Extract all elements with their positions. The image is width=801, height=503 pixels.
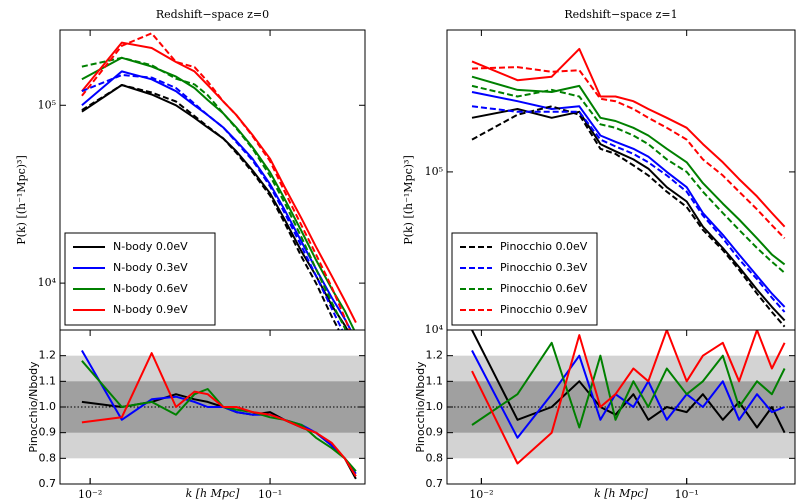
legend-label: Pinocchio 0.3eV xyxy=(500,261,588,274)
y-tick-label: 1.1 xyxy=(426,374,444,387)
chart-title: Redshift−space z=0 xyxy=(156,8,269,21)
y-axis-label: P(k) [(h⁻¹Mpc)³] xyxy=(402,155,415,245)
y-tick-label: 0.9 xyxy=(39,426,57,439)
legend-label: Pinocchio 0.9eV xyxy=(500,303,588,316)
x-tick-label: 10⁻² xyxy=(469,488,493,501)
x-axis-label: k [h Mpc] xyxy=(594,487,649,500)
y-tick-label: 0.9 xyxy=(426,426,444,439)
legend-label: Pinocchio 0.0eV xyxy=(500,240,588,253)
legend-label: N-body 0.9eV xyxy=(113,303,188,316)
panel: 0.7 0.8 0.9 1.0 1.1 1.2 10⁻² 10⁻¹ k [h Mpc] Pinoc… xyxy=(27,30,366,501)
legend-label: N-body 0.0eV xyxy=(113,240,188,253)
series-line xyxy=(81,360,357,472)
chart-title: Redshift−space z=1 xyxy=(564,8,677,21)
y-axis-label: P(k) [(h⁻¹Mpc)³] xyxy=(15,155,28,245)
y-tick-label: 0.7 xyxy=(426,477,444,490)
series-line xyxy=(471,47,786,228)
plot-area xyxy=(471,47,786,328)
series-line xyxy=(81,56,347,330)
x-tick-label: 10⁻¹ xyxy=(258,488,282,501)
series-line xyxy=(471,91,786,308)
y-tick-label: 0.7 xyxy=(39,477,57,490)
series-line xyxy=(471,330,786,434)
y-axis-label: Pinocchio/Nbody xyxy=(414,361,427,453)
y-tick-label: 1.1 xyxy=(39,374,57,387)
plot-area xyxy=(81,32,357,330)
panel: 0.7 0.8 0.9 1.0 1.1 1.2 10⁻² 10⁻¹ k [h Mpc] Pinoc… xyxy=(414,30,796,501)
y-tick-label: 1.2 xyxy=(39,349,57,362)
y-tick-label: 1.0 xyxy=(426,400,444,413)
x-axis-label: k [h Mpc] xyxy=(186,487,241,500)
plot-area xyxy=(447,330,795,465)
legend-box xyxy=(451,232,598,326)
frame xyxy=(59,329,366,485)
y-axis-label: Pinocchio/Nbody xyxy=(27,361,40,453)
y-tick-label: 10⁵ xyxy=(38,98,56,111)
series-line xyxy=(471,330,786,465)
legend-label: Pinocchio 0.6eV xyxy=(500,282,588,295)
series-line xyxy=(81,352,357,477)
series-line xyxy=(471,108,786,322)
x-tick-label: 10⁻¹ xyxy=(675,488,699,501)
legend-label: N-body 0.6eV xyxy=(113,282,188,295)
y-tick-label: 10⁵ xyxy=(425,165,443,178)
panel: 10⁴ 10⁵ Redshift−space z=0 P(k) [(h⁻¹Mpc)³]… xyxy=(15,8,366,331)
frame xyxy=(446,329,796,485)
y-tick-label: 0.8 xyxy=(426,451,444,464)
series-line xyxy=(471,66,786,239)
series-line xyxy=(81,84,340,330)
legend-label: N-body 0.3eV xyxy=(113,261,188,274)
y-tick-label: 1.2 xyxy=(426,349,444,362)
y-tick-label: 1.0 xyxy=(39,400,57,413)
series-line xyxy=(471,105,786,313)
series-line xyxy=(471,75,786,266)
series-line xyxy=(81,74,344,330)
panel: 10⁴ 10⁵ Redshift−space z=1 P(k) [(h⁻¹Mpc)³]… xyxy=(402,8,796,336)
x-tick-label: 10⁻² xyxy=(78,488,102,501)
series-line xyxy=(81,32,351,330)
series-line xyxy=(471,350,785,439)
y-tick-label: 0.8 xyxy=(39,451,57,464)
series-line xyxy=(471,84,786,274)
y-tick-label: 10⁴ xyxy=(38,276,57,289)
y-tick-label: 10⁴ xyxy=(425,323,444,336)
series-line xyxy=(471,105,786,328)
plot-area xyxy=(60,350,365,480)
series-line xyxy=(81,350,357,475)
